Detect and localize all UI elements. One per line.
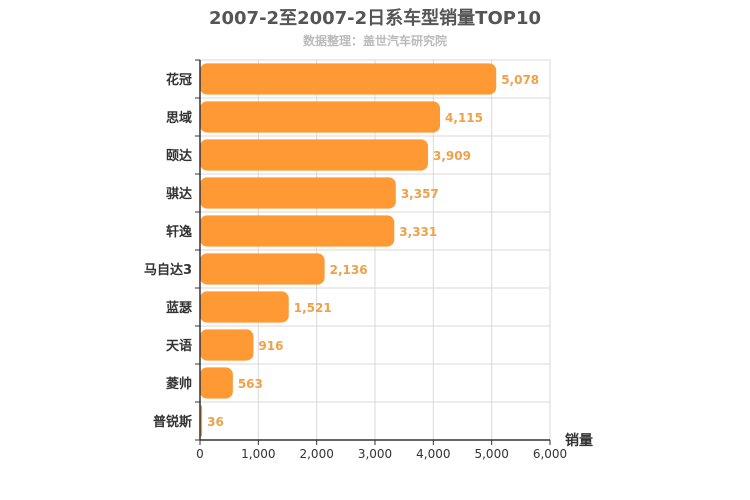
data-label: 3,331 [399, 225, 437, 239]
category-label: 天语 [166, 339, 192, 354]
category-label: 颐达 [166, 148, 192, 164]
bar [200, 63, 497, 95]
bar [200, 139, 429, 171]
bar [200, 177, 396, 209]
bars: 5,078 4,115 3,909 3,357 3,331 2,136 1,521 916 56… [200, 63, 539, 437]
x-tick-label: 4,000 [416, 447, 450, 461]
category-label: 普锐斯 [153, 414, 192, 430]
bar [200, 101, 441, 133]
x-axis-title: 销量 [565, 432, 593, 449]
category-label: 马自达3 [144, 262, 192, 278]
category-label: 花冠 [166, 72, 192, 88]
data-label: 3,909 [433, 149, 471, 163]
x-tick-label: 5,000 [474, 447, 508, 461]
data-label: 916 [258, 339, 283, 353]
chart-subtitle: 数据整理：盖世汽车研究院 [302, 34, 447, 48]
category-label: 蓝瑟 [166, 300, 192, 316]
grid [200, 59, 551, 441]
x-tick-label: 1,000 [241, 447, 275, 461]
data-label: 1,521 [294, 301, 332, 315]
category-label: 思域 [166, 110, 192, 126]
data-label: 36 [207, 415, 224, 429]
x-tick-label: 3,000 [358, 447, 392, 461]
data-label: 4,115 [445, 111, 483, 125]
bar [200, 329, 254, 361]
data-label: 3,357 [401, 187, 439, 201]
x-tick-label: 0 [196, 447, 204, 461]
bar [200, 291, 289, 323]
x-tick-label: 2,000 [299, 447, 333, 461]
category-label: 骐达 [166, 186, 192, 202]
x-tick-label: 6,000 [533, 447, 567, 461]
category-label: 菱帅 [166, 376, 192, 392]
data-label: 563 [238, 377, 263, 391]
bar [200, 253, 325, 285]
category-label: 轩逸 [166, 224, 192, 240]
data-label: 5,078 [501, 73, 539, 87]
bar [200, 367, 233, 399]
bar [200, 215, 395, 247]
data-label: 2,136 [330, 263, 368, 277]
chart-title: 2007-2至2007-2日系车型销量TOP10 [208, 8, 541, 29]
